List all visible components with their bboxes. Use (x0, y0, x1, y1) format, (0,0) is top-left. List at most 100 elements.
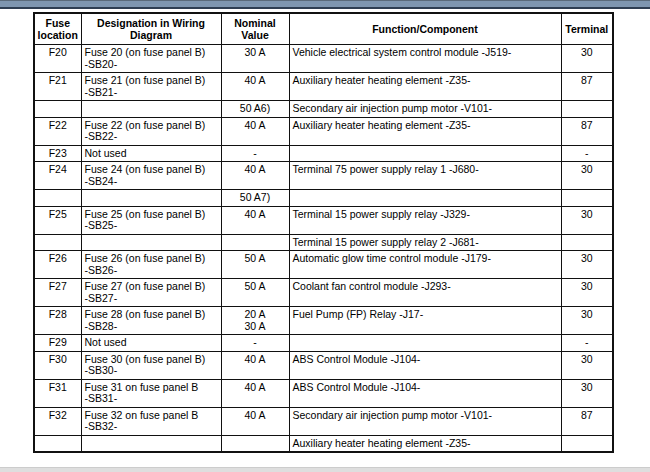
column-header-terminal: Terminal (561, 13, 613, 45)
terminal-cell: 30 (561, 279, 613, 307)
fuse-location-cell: F27 (34, 279, 81, 307)
table-row: 50 A7) (34, 190, 613, 207)
function-cell: Automatic glow time control module -J179… (289, 251, 561, 279)
table-row: F24 Fuse 24 (on fuse panel B) -SB24- 40 … (34, 162, 613, 190)
table-row: F26 Fuse 26 (on fuse panel B) -SB26- 50 … (34, 251, 613, 279)
nominal-value-cell: 50 A7) (221, 190, 289, 207)
table-row: F28 Fuse 28 (on fuse panel B) -SB28- 20 … (34, 307, 613, 335)
terminal-cell: 30 (561, 251, 613, 279)
table-row: F31 Fuse 31 on fuse panel B -SB31- 40 A … (34, 379, 613, 407)
fuse-location-cell: F21 (34, 73, 81, 101)
fuse-location-cell (34, 234, 81, 251)
nominal-value-cell: 50 A (221, 279, 289, 307)
function-cell: Fuel Pump (FP) Relay -J17- (289, 307, 561, 335)
designation-cell (81, 190, 221, 207)
nominal-value-cell: 50 A6) (221, 101, 289, 118)
terminal-cell: 87 (561, 117, 613, 145)
designation-cell (81, 101, 221, 118)
designation-cell: Not used (81, 335, 221, 352)
designation-cell: Fuse 24 (on fuse panel B) -SB24- (81, 162, 221, 190)
column-header-function-component: Function/Component (289, 13, 561, 45)
designation-cell: Fuse 21 (on fuse panel B) -SB21- (81, 73, 221, 101)
terminal-cell: - (561, 145, 613, 162)
nominal-value-cell: 40 A (221, 162, 289, 190)
bottom-page-edge (0, 467, 650, 472)
column-header-fuse-location: Fuse location (34, 13, 81, 45)
function-cell: Secondary air injection pump motor -V101… (289, 101, 561, 118)
terminal-cell: 87 (561, 73, 613, 101)
designation-cell: Fuse 31 on fuse panel B -SB31- (81, 379, 221, 407)
terminal-cell (561, 435, 613, 452)
column-header-nominal-value: Nominal Value (221, 13, 289, 45)
designation-cell: Fuse 30 (on fuse panel B) -SB30- (81, 351, 221, 379)
table-row: F25 Fuse 25 (on fuse panel B) -SB25- 40 … (34, 206, 613, 234)
table-row: F22 Fuse 22 (on fuse panel B) -SB22- 40 … (34, 117, 613, 145)
table-row: Auxiliary heater heating element -Z35- (34, 435, 613, 452)
designation-cell: Fuse 28 (on fuse panel B) -SB28- (81, 307, 221, 335)
function-cell: Auxiliary heater heating element -Z35- (289, 117, 561, 145)
nominal-value-cell: - (221, 145, 289, 162)
table-row: F27 Fuse 27 (on fuse panel B) -SB27- 50 … (34, 279, 613, 307)
designation-cell: Fuse 26 (on fuse panel B) -SB26- (81, 251, 221, 279)
table-row: F20 Fuse 20 (on fuse panel B) -SB20- 30 … (34, 45, 613, 73)
function-cell: Coolant fan control module -J293- (289, 279, 561, 307)
function-cell: Auxiliary heater heating element -Z35- (289, 73, 561, 101)
table-row: F32 Fuse 32 on fuse panel B -SB32- 40 A … (34, 407, 613, 435)
fuse-location-cell: F23 (34, 145, 81, 162)
function-cell: Terminal 75 power supply relay 1 -J680- (289, 162, 561, 190)
nominal-value-cell (221, 435, 289, 452)
terminal-cell: 30 (561, 45, 613, 73)
nominal-value-cell: 50 A (221, 251, 289, 279)
fuse-assignment-table: Fuse location Designation in Wiring Diag… (33, 12, 614, 453)
column-header-designation: Designation in Wiring Diagram (81, 13, 221, 45)
terminal-cell (561, 234, 613, 251)
terminal-cell: 30 (561, 162, 613, 190)
terminal-cell (561, 190, 613, 207)
nominal-value-cell: 40 A (221, 117, 289, 145)
table-row: F29 Not used - - (34, 335, 613, 352)
fuse-location-cell: F26 (34, 251, 81, 279)
table-row: F21 Fuse 21 (on fuse panel B) -SB21- 40 … (34, 73, 613, 101)
top-accent-bar (0, 0, 650, 9)
designation-cell (81, 234, 221, 251)
designation-cell: Fuse 20 (on fuse panel B) -SB20- (81, 45, 221, 73)
designation-cell: Fuse 22 (on fuse panel B) -SB22- (81, 117, 221, 145)
fuse-location-cell (34, 101, 81, 118)
terminal-cell: - (561, 335, 613, 352)
nominal-value-cell: 40 A (221, 407, 289, 435)
designation-cell: Fuse 27 (on fuse panel B) -SB27- (81, 279, 221, 307)
fuse-location-cell: F24 (34, 162, 81, 190)
function-cell: Secondary air injection pump motor -V101… (289, 407, 561, 435)
fuse-location-cell (34, 435, 81, 452)
fuse-location-cell: F30 (34, 351, 81, 379)
function-cell: Terminal 15 power supply relay -J329- (289, 206, 561, 234)
terminal-cell: 30 (561, 206, 613, 234)
terminal-cell: 30 (561, 379, 613, 407)
nominal-value-cell: 40 A (221, 351, 289, 379)
header-row: Fuse location Designation in Wiring Diag… (34, 13, 613, 45)
nominal-value-cell: 40 A (221, 73, 289, 101)
function-cell (289, 145, 561, 162)
function-cell: Vehicle electrical system control module… (289, 45, 561, 73)
fuse-location-cell: F29 (34, 335, 81, 352)
table-row: F30 Fuse 30 (on fuse panel B) -SB30- 40 … (34, 351, 613, 379)
fuse-location-cell: F25 (34, 206, 81, 234)
terminal-cell: 87 (561, 407, 613, 435)
nominal-value-cell: 40 A (221, 206, 289, 234)
function-cell: ABS Control Module -J104- (289, 351, 561, 379)
fuse-location-cell (34, 190, 81, 207)
terminal-cell: 30 (561, 307, 613, 335)
fuse-location-cell: F31 (34, 379, 81, 407)
fuse-location-cell: F32 (34, 407, 81, 435)
table-row: Terminal 15 power supply relay 2 -J681- (34, 234, 613, 251)
function-cell (289, 335, 561, 352)
function-cell: Terminal 15 power supply relay 2 -J681- (289, 234, 561, 251)
designation-cell: Fuse 32 on fuse panel B -SB32- (81, 407, 221, 435)
table-row: F23 Not used - - (34, 145, 613, 162)
terminal-cell: 30 (561, 351, 613, 379)
nominal-value-cell: - (221, 335, 289, 352)
function-cell: Auxiliary heater heating element -Z35- (289, 435, 561, 452)
nominal-value-cell (221, 234, 289, 251)
designation-cell: Not used (81, 145, 221, 162)
fuse-location-cell: F28 (34, 307, 81, 335)
